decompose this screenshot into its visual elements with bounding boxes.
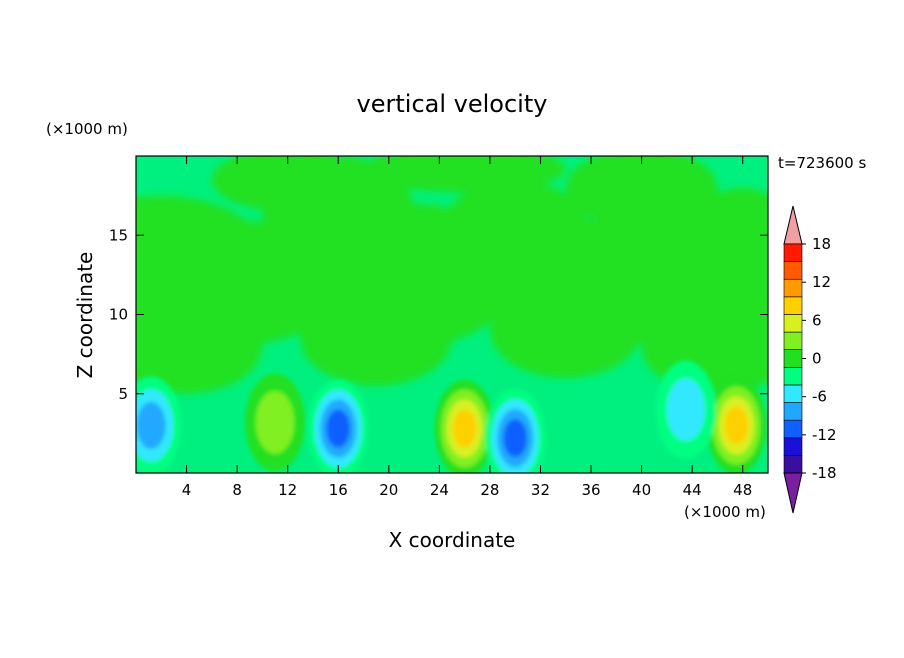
y-tick-label: 15	[109, 226, 128, 244]
colorbar-box	[783, 296, 803, 315]
colorbar-tick-label: 0	[812, 350, 822, 368]
colorbar-box	[783, 384, 803, 403]
colorbar-tick-label: 6	[812, 311, 822, 329]
x-tick-label: 48	[733, 481, 752, 499]
x-tick-label: 8	[232, 481, 242, 499]
field-blob	[489, 282, 642, 378]
colorbar-tick-label: -6	[812, 388, 827, 406]
contour-field	[136, 156, 768, 473]
colorbar-box	[783, 402, 803, 421]
x-axis: 4 8 12 16 20 24 28 32 36 40 44 48	[182, 156, 752, 499]
updraft-contour	[452, 409, 477, 448]
colorbar-tick-label: -18	[812, 464, 837, 482]
colorbar-box	[783, 437, 803, 456]
x-tick-label: 16	[329, 481, 348, 499]
convective-cells	[136, 360, 767, 473]
x-unit-label: (×1000 m)	[684, 503, 766, 521]
colorbar-box	[783, 243, 803, 262]
y-unit-label: (×1000 m)	[46, 120, 128, 138]
colorbar-box	[783, 314, 803, 333]
x-tick-label: 36	[581, 481, 600, 499]
colorbar-bottom-arrow	[783, 472, 803, 514]
x-tick-label: 32	[531, 481, 550, 499]
x-tick-label: 20	[379, 481, 398, 499]
time-label: t=723600 s	[778, 154, 866, 172]
y-tick-label: 5	[118, 385, 128, 403]
weak-updraft-layer	[136, 156, 768, 394]
x-tick-label: 28	[480, 481, 499, 499]
colorbar-box	[783, 261, 803, 280]
colorbar-top-arrow	[783, 205, 803, 245]
colorbar-tick-label: 12	[812, 273, 831, 291]
x-tick-label: 40	[632, 481, 651, 499]
field-blob	[211, 156, 364, 212]
x-axis-label: X coordinate	[389, 528, 516, 552]
colorbar-tick-label: -12	[812, 426, 837, 444]
x-tick-label: 24	[430, 481, 449, 499]
field-blob	[300, 290, 452, 386]
y-axis-label: Z coordinate	[73, 252, 97, 379]
colorbar: 18 12 6 0 -6 -12 -18	[783, 205, 837, 514]
colorbar-box	[783, 278, 803, 298]
field-blob	[565, 156, 718, 228]
field-blob	[136, 298, 263, 394]
x-tick-label: 4	[182, 481, 192, 499]
field-blob	[363, 156, 566, 193]
colorbar-box	[783, 331, 803, 350]
colorbar-box	[783, 349, 803, 368]
updraft-contour	[255, 390, 295, 454]
y-tick-label: 10	[109, 306, 128, 324]
colorbar-box	[783, 455, 803, 474]
chart-title: vertical velocity	[357, 90, 548, 118]
y-axis: 5 10 15	[109, 226, 768, 403]
updraft-contour	[724, 406, 749, 445]
colorbar-box	[783, 367, 803, 386]
x-tick-label: 12	[278, 481, 297, 499]
downdraft-contour	[326, 409, 350, 448]
downdraft-contour	[503, 419, 527, 458]
downdraft-contour	[136, 402, 166, 449]
colorbar-box	[783, 419, 803, 439]
colorbar-tick-label: 18	[812, 235, 831, 253]
x-tick-label: 44	[683, 481, 702, 499]
downdraft-contour	[666, 378, 706, 441]
